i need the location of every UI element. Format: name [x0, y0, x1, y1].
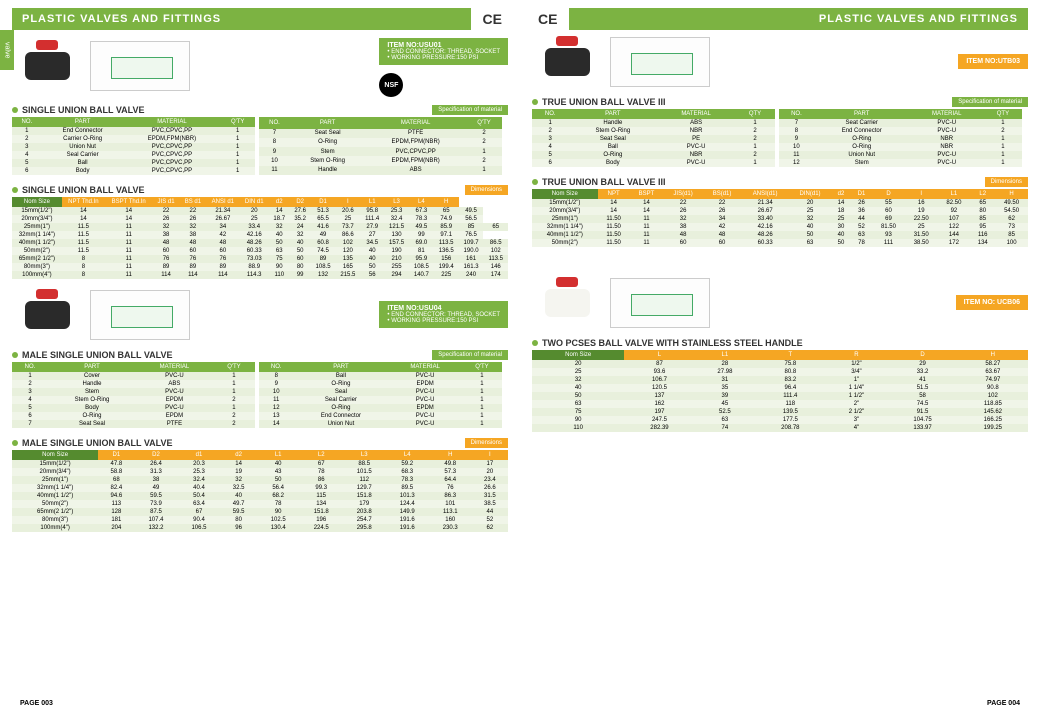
usu04-spec-title: MALE SINGLE UNION BALL VALVE: [12, 350, 173, 360]
dim-label: Dimensions: [465, 185, 508, 195]
item-no-ucb06: ITEM NO: UCB06: [956, 295, 1028, 310]
usu04-images: ITEM NO:USU04• END CONNECTOR: THREAD, SO…: [12, 287, 508, 342]
ucb06-images: ITEM NO: UCB06: [532, 275, 1028, 330]
ucb06-dims: Nom SizeLL1TRDH20872875.81/2"2958.272593…: [532, 350, 1028, 432]
usu04-spec-right: NO.PARTMATERIALQ'TY8BallPVC-U19O-RingEPD…: [259, 362, 502, 428]
header-right: PLASTIC VALVES AND FITTINGS: [569, 8, 1028, 30]
valve-photo: [12, 38, 82, 93]
usu01-dim-title: SINGLE UNION BALL VALVE: [12, 185, 145, 195]
usu04-spec-left: NO.PARTMATERIALQ'TY1CoverPVC-U12HandleAB…: [12, 362, 255, 428]
usu04-dims: Nom SizeD1D2d1d2L1L2L3L4HI15mm(1/2")47.8…: [12, 450, 508, 532]
nsf-badge: NSF: [379, 73, 403, 97]
utb03-dim-title: TRUE UNION BALL VALVE III: [532, 177, 666, 187]
tech-drawing: [610, 37, 710, 87]
tech-drawing: [90, 41, 190, 91]
tech-drawing: [610, 278, 710, 328]
valve-photo: [532, 34, 602, 89]
usu01-images: ITEM NO:USU01• END CONNECTOR: THREAD, SO…: [12, 34, 508, 97]
usu01-spec-title: SINGLE UNION BALL VALVE: [12, 105, 145, 115]
usu01-spec-right: NO.PARTMATERIALQ'TY7Seat SealPTFE28O-Rin…: [259, 117, 502, 175]
utb03-spec-left: NO.PARTMATERIALQTY1HandleABS12Stem O-Rin…: [532, 109, 775, 167]
item-no-utb03: ITEM NO:UTB03: [958, 54, 1028, 69]
page-003: valve PLASTIC VALVES AND FITTINGS CE ITE…: [0, 0, 520, 715]
usu04-dim-title: MALE SINGLE UNION BALL VALVE: [12, 438, 173, 448]
utb03-spec-right: NO.PARTMATERIALQTY7Seat CarrierPVC-U18En…: [779, 109, 1022, 167]
item-no-usu01: ITEM NO:USU01• END CONNECTOR: THREAD, SO…: [379, 38, 508, 65]
ce-mark: CE: [538, 11, 557, 27]
page-num: PAGE 003: [20, 700, 53, 707]
item-no-usu04: ITEM NO:USU04• END CONNECTOR: THREAD, SO…: [379, 301, 508, 328]
header-left: PLASTIC VALVES AND FITTINGS: [12, 8, 471, 30]
side-tab: valve: [0, 30, 14, 70]
usu01-dims: Nom SizeNPT Thd.InBSPT Thd.InJIS d1BS d1…: [12, 197, 508, 279]
utb03-dims: Nom SizeNPTBSPTJIS(d1)BS(d1)ANSI(d1)DIN(…: [532, 189, 1028, 247]
page-004: CE PLASTIC VALVES AND FITTINGS ITEM NO:U…: [520, 0, 1040, 715]
utb03-images: ITEM NO:UTB03: [532, 34, 1028, 89]
spec-label: Specification of material: [432, 105, 508, 115]
tech-drawing: [90, 290, 190, 340]
page-num: PAGE 004: [987, 700, 1020, 707]
ucb06-title: TWO PCSES BALL VALVE WITH STAINLESS STEE…: [532, 338, 803, 348]
utb03-spec-title: TRUE UNION BALL VALVE III: [532, 97, 666, 107]
valve-photo: [12, 287, 82, 342]
ce-mark: CE: [483, 11, 502, 27]
usu01-spec-left: NO.PARTMATERIALQ'TY1End ConnectorPVC,CPV…: [12, 117, 255, 175]
valve-photo: [532, 275, 602, 330]
